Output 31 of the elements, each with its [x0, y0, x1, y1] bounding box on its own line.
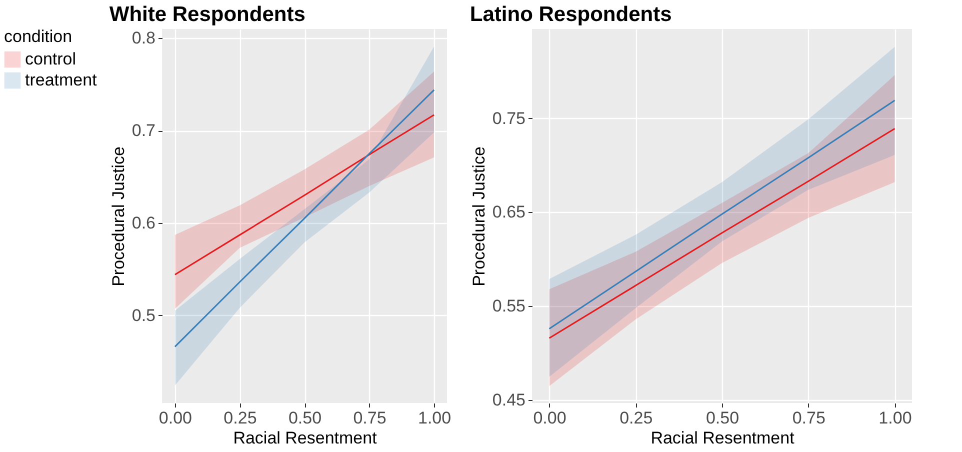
y-tick-label: 0.55	[492, 296, 526, 316]
legend-title: condition	[4, 27, 72, 46]
x-tick-label: 1.00	[878, 408, 912, 428]
x-tick-label: 0.75	[792, 408, 826, 428]
legend-label: control	[25, 50, 76, 68]
x-axis-title: Racial Resentment	[233, 428, 378, 448]
legend-label: treatment	[25, 70, 98, 90]
x-tick-label: 0.25	[224, 408, 257, 428]
y-axis-title: Procedural Justice	[469, 146, 488, 286]
y-tick-label: 0.75	[492, 108, 526, 128]
x-tick-label: 0.00	[158, 408, 192, 428]
line-series	[548, 100, 896, 330]
line-series	[174, 89, 435, 348]
x-tick-label: 0.25	[620, 408, 653, 428]
y-tick-label: 0.6	[132, 213, 156, 232]
y-axis-title: Procedural Justice	[108, 146, 128, 286]
line-series	[174, 114, 435, 276]
x-axis-title: Racial Resentment	[650, 428, 795, 448]
x-tick-label: 1.00	[418, 408, 452, 428]
chart-title: White Respondents	[109, 3, 306, 26]
x-tick-label: 0.00	[533, 408, 566, 428]
x-tick-label: 0.75	[353, 408, 386, 428]
y-tick-label: 0.7	[132, 121, 156, 140]
x-tick-label: 0.50	[288, 408, 322, 428]
line-series	[548, 128, 896, 339]
y-tick-label: 0.65	[492, 202, 526, 222]
y-tick-label: 0.8	[132, 28, 156, 48]
y-tick-label: 0.5	[132, 306, 156, 325]
chart-title: Latino Respondents	[470, 3, 672, 26]
x-tick-label: 0.50	[706, 408, 740, 428]
y-tick-label: 0.45	[492, 390, 526, 410]
